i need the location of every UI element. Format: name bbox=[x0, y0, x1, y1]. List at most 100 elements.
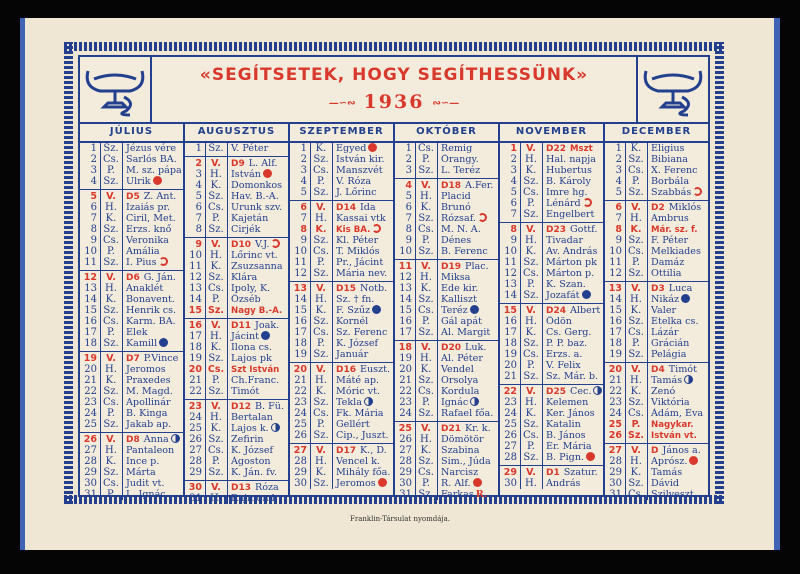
day-number: 27 bbox=[608, 445, 622, 456]
day-row: 18 P. K. József bbox=[290, 338, 393, 349]
day-row: 18 Sz. P. P. baz. bbox=[500, 338, 603, 349]
name-day-cell: Jácint bbox=[227, 331, 288, 342]
saint-name: Veronika bbox=[126, 235, 169, 246]
name-day-cell: Orsolya bbox=[437, 375, 498, 386]
weekday: K. bbox=[105, 375, 117, 386]
saint-name: Elek bbox=[126, 327, 148, 338]
day-row: 2 Cs. Sarlós BA. bbox=[80, 154, 183, 165]
name-day-cell: Bibiana bbox=[647, 154, 708, 165]
day-number: 14 bbox=[609, 294, 622, 305]
day-row: 30 Cs. Judit vt. bbox=[80, 478, 183, 489]
day-number: 12 bbox=[504, 268, 517, 279]
name-day-cell: T. Miklós bbox=[332, 246, 393, 257]
day-row: 29 V. D1 Szatur. bbox=[500, 465, 603, 478]
weekday: H. bbox=[525, 154, 537, 165]
saint-name: Nikáz bbox=[651, 294, 680, 305]
name-day-cell: K. Szan. bbox=[542, 279, 603, 290]
week-code: D16 bbox=[336, 365, 356, 375]
weekday: H. bbox=[420, 353, 432, 364]
day-number: 26 bbox=[504, 430, 517, 441]
full-moon-icon bbox=[372, 305, 382, 314]
saint-name: Remig bbox=[441, 143, 473, 154]
day-row: 22 K. Zenó bbox=[605, 386, 708, 397]
day-number: 12 bbox=[294, 268, 307, 279]
day-row: 17 Cs. Lázár bbox=[605, 327, 708, 338]
name-day-cell: D17 K., D. bbox=[332, 445, 393, 456]
day-row: 10 K. Av. András bbox=[500, 246, 603, 257]
zodiac-icon bbox=[586, 452, 596, 461]
day-row: 26 Cs. B. János bbox=[500, 430, 603, 441]
day-row: 9 V. D10 V.J. bbox=[185, 237, 288, 250]
day-number: 17 bbox=[294, 327, 307, 338]
weekday: K. bbox=[315, 224, 327, 235]
saint-name: Móric vt. bbox=[336, 386, 381, 397]
day-number: 21 bbox=[609, 375, 622, 386]
day-row: 2 P. Őrangy. bbox=[395, 154, 498, 165]
day-number: 16 bbox=[504, 316, 517, 327]
day-number: 9 bbox=[405, 235, 412, 246]
saint-name: Dávid bbox=[651, 478, 680, 489]
day-row: 21 Sz. Orsolya bbox=[395, 375, 498, 386]
day-number: 20 bbox=[293, 364, 307, 375]
day-row: 29 Cs. Narcisz bbox=[395, 467, 498, 478]
name-day-cell: Valer bbox=[647, 305, 708, 316]
name-day-cell: D10 V.J. bbox=[227, 239, 288, 250]
weekday: Sz. bbox=[208, 143, 224, 154]
day-number: 15 bbox=[188, 305, 202, 316]
day-row: 2 Sz. István kir. bbox=[290, 154, 393, 165]
name-day-cell: Szabina bbox=[437, 445, 498, 456]
saint-name: Szabbás bbox=[651, 187, 692, 198]
weekday: Sz. bbox=[628, 478, 644, 489]
weekday: P. bbox=[632, 257, 640, 268]
saint-name: Ambrus bbox=[651, 213, 689, 224]
name-day-cell: V. Róza bbox=[332, 176, 393, 187]
saint-name: Gál apát bbox=[441, 316, 482, 327]
day-number: 11 bbox=[294, 257, 307, 268]
name-day-cell: B. Kinga bbox=[122, 408, 183, 419]
day-row: 20 V. D4 Timót bbox=[605, 362, 708, 375]
name-day-cell: Tivadar bbox=[542, 235, 603, 246]
saint-name: Bertalan bbox=[231, 412, 273, 423]
name-day-cell: Zenó bbox=[647, 386, 708, 397]
weekday: Sz. bbox=[523, 257, 539, 268]
day-row: 19 Sz. Lajos pk bbox=[185, 353, 288, 364]
day-row: 20 V. D16 Euszt. bbox=[290, 362, 393, 375]
day-row: 9 Sz. Kl. Péter bbox=[290, 235, 393, 246]
saint-name: Lőrinc vt. bbox=[231, 250, 278, 261]
day-row: 16 Cs. Karm. BA. bbox=[80, 316, 183, 327]
day-number: 16 bbox=[84, 316, 97, 327]
name-day-cell: Lázár bbox=[647, 327, 708, 338]
name-day-cell: Cirjék bbox=[227, 224, 288, 235]
name-day-cell: Nikáz bbox=[647, 294, 708, 305]
weekday: Cs. bbox=[418, 386, 434, 397]
name-day-cell: Rózsaf. bbox=[437, 213, 498, 224]
calendar-header: «SEGÍTSETEK, HOGY SEGÍTHESSÜNK» —∽∾ 1936 ∾… bbox=[80, 57, 708, 124]
weekday: Sz. bbox=[523, 419, 539, 430]
weekday: P. bbox=[107, 327, 115, 338]
name-day-cell: D18 A.Fer. bbox=[437, 180, 498, 191]
saint-name: L. Alf. bbox=[248, 158, 278, 169]
day-row: 1 Sz. Jézus vére bbox=[80, 143, 183, 154]
day-row: 2 V. D9 L. Alf. bbox=[185, 156, 288, 169]
first-quarter-icon bbox=[582, 198, 592, 207]
weekday: Cs. bbox=[208, 445, 224, 456]
saint-name: Rafael főa. bbox=[441, 408, 494, 419]
weekday: K. bbox=[525, 246, 537, 257]
saint-name: X. Ferenc bbox=[651, 165, 698, 176]
saint-name: Cip., Juszt. bbox=[336, 430, 389, 441]
week-code: D1 bbox=[546, 468, 560, 478]
saint-name: Sz. † fn. bbox=[336, 294, 375, 305]
day-row: 27 V. D17 K., D. bbox=[290, 443, 393, 456]
day-row: 1 V. D22 Mszt bbox=[500, 143, 603, 154]
name-day-cell: B. Károly bbox=[542, 176, 603, 187]
day-number: 21 bbox=[504, 371, 517, 382]
name-day-cell: B. Ferenc bbox=[437, 246, 498, 257]
name-day-cell: Nagy B.-A. bbox=[227, 305, 288, 316]
name-day-cell: Lajos pk bbox=[227, 353, 288, 364]
name-day-cell: Szilveszt. bbox=[647, 489, 708, 500]
day-number: 24 bbox=[84, 408, 97, 419]
name-day-cell: Ch.Franc. bbox=[227, 375, 288, 386]
name-day-cell: Sim., Júda bbox=[437, 456, 498, 467]
year-text: 1936 bbox=[363, 91, 425, 113]
day-row: 20 H. Jeromos bbox=[80, 364, 183, 375]
